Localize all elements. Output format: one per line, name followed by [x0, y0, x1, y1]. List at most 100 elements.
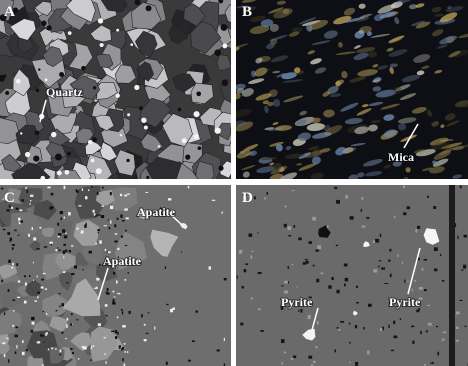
texture — [415, 229, 418, 233]
texture — [114, 330, 117, 334]
texture — [117, 331, 119, 335]
texture — [397, 254, 399, 257]
texture — [312, 264, 315, 267]
panel-letter: D — [242, 190, 253, 206]
texture — [291, 264, 294, 266]
texture — [307, 50, 315, 55]
texture — [123, 363, 126, 366]
texture — [140, 133, 164, 153]
texture — [65, 0, 96, 23]
texture — [354, 126, 369, 135]
texture — [0, 187, 4, 190]
texture — [423, 258, 428, 261]
texture — [264, 197, 266, 200]
texture — [281, 362, 283, 365]
texture — [222, 43, 228, 49]
texture — [95, 53, 114, 69]
texture — [441, 280, 445, 282]
texture — [33, 155, 40, 162]
texture — [250, 70, 256, 78]
texture — [416, 309, 420, 313]
panel-letter: A — [4, 4, 15, 20]
texture — [431, 6, 442, 13]
texture — [59, 211, 64, 215]
texture — [97, 214, 101, 216]
texture — [291, 27, 303, 33]
texture — [47, 186, 51, 189]
texture — [106, 287, 109, 292]
texture — [125, 217, 129, 220]
texture — [433, 150, 451, 160]
texture — [311, 117, 321, 124]
texture — [31, 321, 35, 325]
texture — [4, 324, 36, 353]
texture — [20, 220, 23, 223]
texture — [87, 139, 93, 145]
texture — [0, 343, 10, 355]
texture — [83, 346, 87, 350]
texture — [89, 359, 93, 361]
texture — [54, 348, 57, 350]
texture — [305, 260, 309, 264]
texture — [94, 214, 98, 217]
texture — [335, 51, 356, 55]
texture — [112, 301, 116, 305]
texture — [375, 89, 397, 98]
texture — [280, 306, 284, 310]
texture — [278, 172, 298, 179]
texture — [22, 340, 24, 344]
texture — [301, 20, 322, 26]
texture — [384, 283, 389, 285]
texture — [432, 160, 437, 164]
texture — [131, 1, 162, 30]
texture — [58, 249, 61, 251]
texture — [439, 35, 458, 45]
texture — [124, 279, 127, 281]
texture — [444, 113, 456, 121]
texture — [368, 303, 372, 307]
texture — [411, 107, 427, 114]
texture — [170, 308, 174, 313]
texture — [357, 69, 378, 77]
texture — [75, 127, 94, 145]
texture — [141, 117, 147, 123]
texture — [168, 24, 189, 45]
panel-a — [0, 0, 231, 179]
texture — [167, 198, 172, 201]
texture — [143, 339, 147, 342]
texture — [24, 282, 27, 286]
texture — [0, 117, 21, 145]
texture — [358, 29, 364, 34]
texture — [177, 107, 182, 112]
texture — [383, 164, 392, 169]
texture — [172, 73, 197, 93]
texture — [214, 49, 222, 56]
texture — [41, 364, 44, 366]
texture — [50, 242, 52, 246]
texture — [2, 228, 6, 231]
texture — [49, 241, 53, 244]
texture — [143, 125, 148, 130]
texture — [59, 349, 62, 353]
texture — [50, 192, 54, 196]
texture — [240, 322, 244, 326]
texture — [398, 123, 407, 131]
texture — [63, 271, 66, 274]
texture — [270, 55, 289, 63]
texture — [85, 222, 87, 226]
texture — [51, 347, 54, 350]
texture — [343, 7, 356, 16]
texture — [264, 127, 275, 131]
texture — [349, 361, 351, 364]
panel-bg — [236, 185, 468, 366]
texture — [241, 88, 254, 97]
texture — [236, 43, 249, 51]
texture — [41, 278, 45, 281]
texture — [221, 79, 229, 87]
texture — [66, 317, 69, 321]
texture — [57, 233, 62, 236]
texture — [75, 189, 78, 193]
texture — [16, 296, 21, 298]
texture — [125, 229, 127, 232]
texture — [397, 117, 417, 124]
